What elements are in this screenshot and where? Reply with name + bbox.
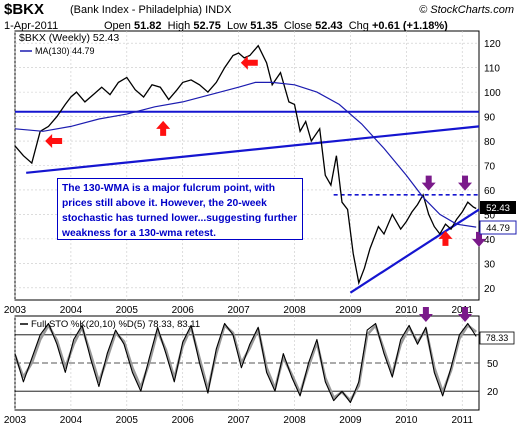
price-overlays (15, 110, 480, 294)
sto-down-arrow (458, 307, 473, 322)
high-label: High (167, 20, 191, 32)
price-y-tick-label: 60 (484, 186, 496, 197)
exchange-label: INDX (205, 4, 232, 16)
last-ma-tag: 44.79 (479, 220, 517, 235)
date-tick-label-bottom: 2006 (172, 415, 195, 426)
site-credit: © StockCharts.com (419, 4, 514, 16)
date-tick-label-bottom: 2005 (116, 415, 139, 426)
up-arrow (156, 120, 171, 136)
low-value: 51.35 (250, 20, 278, 32)
date-tick-label: 2008 (283, 305, 306, 316)
left-arrow (45, 134, 63, 149)
price-y-tick-label: 30 (484, 259, 496, 270)
quote-bar: Open 51.82 High 52.75 Low 51.35 Close 52… (104, 20, 448, 32)
last-price-tag: 52.43 (480, 201, 516, 214)
chg-label: Chg (348, 20, 369, 32)
high-value: 52.75 (193, 20, 221, 32)
last-ma-tag-box (479, 220, 517, 235)
date-axis-bottom: 2003 2004 2005 2006 2007 2008 2009 2010 2011 (4, 415, 474, 426)
date-tick-label: 2009 (339, 305, 362, 316)
symbol-title: $BKX (4, 1, 45, 18)
last-k-tag: 78.33 (479, 331, 515, 345)
annotation-callout: The 130-WMA is a major fulcrum point, wi… (57, 178, 303, 240)
date-tick-label: 2005 (116, 305, 139, 316)
last-price-tag-box (480, 201, 516, 214)
price-y-tick-label: 90 (484, 113, 496, 124)
date-tick-label-bottom: 2004 (60, 415, 83, 426)
price-arrows (45, 55, 486, 247)
last-k-tag-text: 78.33 (486, 333, 509, 343)
date-tick-label-bottom: 2008 (283, 415, 306, 426)
sto-down-arrow (418, 307, 433, 322)
price-y-tick-label: 110 (484, 64, 500, 75)
last-k-tag-box (479, 331, 515, 345)
last-ma-tag-text: 44.79 (486, 223, 510, 234)
sto-series (13, 322, 477, 404)
chg-value: +0.61 (+1.18%) (371, 20, 448, 32)
date-tick-label-bottom: 2009 (339, 415, 362, 426)
date-tick-label: 2004 (60, 305, 83, 316)
close-label: Close (283, 20, 313, 32)
up-arrow (438, 230, 453, 246)
stochastic-panel: 205080 Full STO %K(20,10) %D(5) 78.33, 8… (13, 307, 515, 411)
price-y-tick-labels: 20 30 40 50 60 70 80 90 100 110 120 (484, 39, 501, 295)
ma-legend-label: MA(130) 44.79 (35, 46, 95, 56)
support-trendline (349, 208, 480, 294)
date-tick-label-bottom: 2007 (227, 415, 250, 426)
price-y-tick-label: 40 (484, 235, 496, 246)
price-y-tick-label: 120 (484, 39, 501, 50)
down-arrow (421, 175, 436, 191)
date-tick-label-bottom: 2010 (395, 415, 418, 426)
date-tick-label: 2010 (395, 305, 418, 316)
index-full-name: (Bank Index - Philadelphia) (70, 4, 203, 16)
sto-y-tick-label: 50 (487, 359, 499, 370)
sto-arrows (418, 307, 473, 322)
quote-date: 1-Apr-2011 (4, 20, 59, 32)
date-tick-label: 2007 (227, 305, 250, 316)
long-term-trendline (26, 125, 480, 174)
price-legend-label: $BKX (Weekly) 52.43 (19, 32, 119, 44)
low-label: Low (226, 20, 248, 32)
date-tick-label: 2006 (172, 305, 195, 316)
close-value: 52.43 (315, 20, 343, 32)
price-y-tick-label: 100 (484, 88, 501, 99)
price-y-tick-label: 80 (484, 137, 496, 148)
date-tick-label-bottom: 2003 (4, 415, 27, 426)
date-tick-label: 2003 (4, 305, 27, 316)
price-y-tick-label: 50 (484, 210, 496, 221)
open-label: Open (104, 20, 131, 32)
sto-legend-label: Full STO %K(20,10) %D(5) 78.33, 83.11 (31, 319, 200, 330)
index-name: (Bank Index - Philadelphia) INDX (70, 4, 231, 16)
down-arrow (472, 231, 486, 247)
date-tick-label-bottom: 2011 (451, 415, 473, 426)
sto-k-line (14, 322, 477, 404)
price-y-tick-label: 70 (484, 162, 496, 173)
price-line (14, 44, 477, 286)
down-arrow (458, 175, 473, 191)
price-series (14, 44, 477, 286)
ma130-line (14, 81, 477, 228)
open-value: 51.82 (133, 20, 162, 32)
left-arrow (240, 55, 258, 70)
price-panel: 20 30 40 50 60 70 80 90 100 110 120 $BKX (Weekly) … (14, 30, 517, 301)
sto-y-tick-label: 20 (487, 387, 499, 398)
last-price-tag-text: 52.43 (486, 203, 510, 214)
price-y-tick-label: 20 (484, 284, 496, 295)
